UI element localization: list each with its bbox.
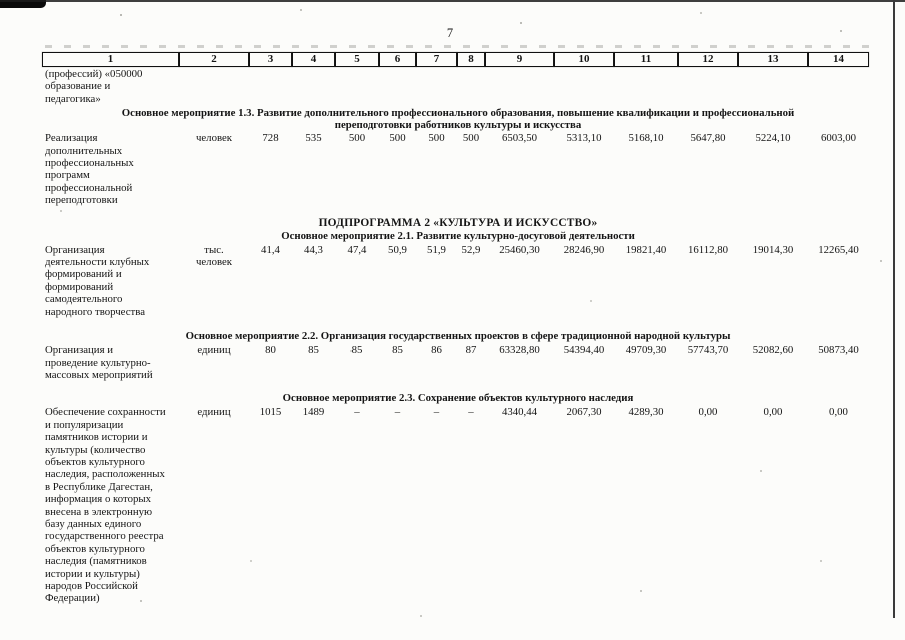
row-value: 5313,10	[566, 132, 602, 145]
scan-artifact-top-edge	[0, 0, 905, 2]
table-row: Организация и проведение культурно-массо…	[42, 344, 874, 381]
row-value: –	[394, 406, 401, 419]
row-value: –	[468, 406, 474, 419]
row-value: 12265,40	[818, 243, 859, 256]
row-value: 50873,40	[818, 344, 859, 357]
section-title-measure-2-2: Основное мероприятие 2.2. Организация го…	[185, 330, 731, 343]
row-value: 80	[265, 344, 276, 357]
row-value: 51,9	[427, 243, 446, 256]
column-header-6: 6	[379, 52, 416, 67]
program-indicators-table: 1 2 3 4 5 6 7 8 9 10 11 12 13 14 (профес…	[42, 52, 874, 605]
row-value: 41,4	[261, 243, 280, 256]
row-value: 500	[462, 132, 480, 145]
row-value: 25460,30	[499, 243, 540, 256]
table-header-row: 1 2 3 4 5 6 7 8 9 10 11 12 13 14	[42, 52, 874, 67]
row-value: 0,00	[698, 406, 718, 419]
row-value: 50,9	[388, 243, 407, 256]
row-value: 86	[431, 344, 442, 357]
row-value: 6003,00	[820, 132, 857, 145]
row-value: –	[354, 406, 360, 419]
column-header-13: 13	[738, 52, 808, 67]
row-value: 28246,90	[563, 243, 605, 256]
table-row: Реализация дополнительных профессиональн…	[42, 132, 874, 206]
row-unit: единиц	[197, 406, 231, 419]
row-value: 500	[428, 132, 445, 145]
column-header-7: 7	[416, 52, 457, 67]
subprogram-2-title: ПОДПРОГРАММА 2 «КУЛЬТУРА И ИСКУССТВО»	[318, 216, 598, 229]
row-unit: единиц	[197, 344, 231, 357]
row-value: 47,4	[347, 243, 367, 256]
row-label: Организация и проведение культурно-массо…	[45, 344, 153, 381]
row-value: 19821,40	[625, 243, 667, 256]
table-row: Организация деятельности клубных формиро…	[42, 244, 874, 318]
column-header-3: 3	[249, 52, 292, 67]
row-value: 6503,50	[501, 132, 538, 145]
scan-noise-speckles	[0, 0, 2, 2]
row-value: 52082,60	[752, 344, 794, 357]
row-value: –	[433, 406, 440, 419]
row-value: 16112,80	[687, 243, 729, 256]
column-header-8: 8	[457, 52, 485, 67]
continuation-row: (профессий) «050000 образование и педаго…	[42, 68, 874, 105]
row-value: 54394,40	[563, 344, 605, 357]
row-value: 49709,30	[625, 344, 667, 357]
section-title-measure-2-1: Основное мероприятие 2.1. Развитие культ…	[281, 229, 635, 242]
column-header-2: 2	[179, 52, 249, 67]
row-value: 87	[465, 344, 477, 357]
row-value: 1489	[302, 406, 325, 419]
row-unit: тыс. человек	[195, 243, 233, 269]
row-value: 57743,70	[687, 344, 729, 357]
column-header-12: 12	[678, 52, 738, 67]
column-header-9: 9	[485, 52, 554, 67]
column-header-10: 10	[554, 52, 614, 67]
table-row: Обеспечение сохранности и популяризации …	[42, 406, 874, 605]
row-value: 5168,10	[628, 132, 664, 145]
section-title-measure-1-3: Основное мероприятие 1.3. Развитие допол…	[121, 107, 795, 132]
row-value: 4340,44	[501, 406, 538, 419]
row-value: 5647,80	[690, 132, 726, 145]
row-value: 85	[392, 344, 403, 357]
scan-noise-line	[45, 45, 880, 48]
page-edge-line	[893, 0, 895, 618]
continuation-text: (профессий) «050000 образование и педаго…	[45, 68, 143, 105]
row-value: 63328,80	[499, 344, 540, 357]
row-unit: человек	[195, 132, 233, 145]
column-header-11: 11	[614, 52, 678, 67]
row-label: Реализация дополнительных профессиональн…	[45, 132, 134, 207]
section-title-measure-2-3: Основное мероприятие 2.3. Сохранение объ…	[282, 392, 634, 405]
row-value: 0,00	[829, 406, 848, 419]
row-value: 535	[305, 132, 322, 145]
row-label: Организация деятельности клубных формиро…	[45, 243, 150, 318]
row-value: 5224,10	[755, 132, 791, 145]
scan-artifact-corner	[0, 0, 46, 8]
row-value: 85	[351, 344, 363, 357]
column-header-5: 5	[335, 52, 379, 67]
row-value: 728	[262, 132, 279, 145]
row-value: 0,00	[763, 406, 783, 419]
row-value: 500	[348, 132, 366, 145]
column-header-1: 1	[42, 52, 179, 67]
row-value: 85	[308, 344, 319, 357]
row-value: 1015	[259, 406, 282, 419]
page-number: 7	[446, 26, 454, 40]
row-label: Обеспечение сохранности и популяризации …	[45, 406, 166, 605]
row-value: 2067,30	[566, 406, 602, 419]
row-value: 44,3	[304, 243, 323, 256]
row-value: 19014,30	[752, 243, 794, 256]
column-header-14: 14	[808, 52, 869, 67]
column-header-4: 4	[292, 52, 335, 67]
row-value: 500	[389, 132, 406, 145]
row-value: 52,9	[461, 243, 481, 256]
row-value: 4289,30	[628, 406, 664, 419]
